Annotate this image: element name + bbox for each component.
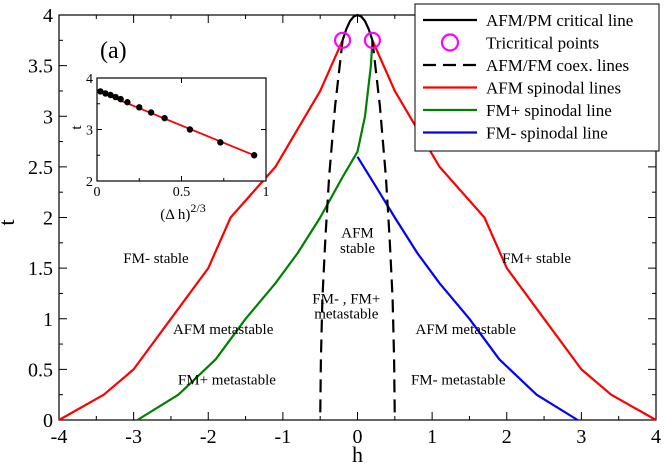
inset-x-tick-label: 0.5 (173, 185, 191, 200)
series-afm-fm-coex-lines-line (319, 40, 344, 421)
inset-x-axis-label-base: (Δ h) (160, 207, 190, 223)
legend-label: FM+ spinodal line (486, 101, 612, 120)
inset-data-point (112, 93, 119, 101)
inset-data-point (217, 139, 224, 146)
inset-y-tick-label: 2 (86, 175, 93, 190)
inset-data-point (97, 88, 104, 95)
legend-label: FM- spinodal line (486, 124, 608, 143)
region-annotation: FM+ metastable (178, 373, 276, 389)
inset-data-point (250, 152, 258, 159)
tricritical-point-marker (333, 31, 352, 49)
tricritical-point-marker (363, 31, 382, 49)
inset-data-point (102, 90, 109, 97)
region-annotation: FM- metastable (411, 373, 506, 389)
inset-fit-line (96, 90, 255, 157)
legend-label: AFM/PM critical line (486, 11, 633, 30)
inset-x-axis-label: (Δ h)2/3 (160, 201, 205, 223)
legend-label: AFM/FM coex. lines (486, 56, 629, 75)
inset-x-axis-label-exponent: 2/3 (190, 201, 205, 215)
inset-y-tick-label: 4 (86, 72, 93, 87)
x-tick-label: 4 (651, 426, 661, 448)
region-annotation: stable (340, 241, 375, 257)
inset-frame (96, 77, 267, 182)
series-fm-spinodal-line-line (136, 40, 374, 421)
series-afm-pm-critical-line-line (341, 13, 374, 41)
region-annotation: AFM metastable (173, 322, 274, 338)
y-tick-label: 4 (43, 5, 53, 27)
inset-data-point (136, 104, 143, 111)
region-annotation: FM- , FM+ (312, 292, 380, 308)
region-annotation: FM+ stable (502, 251, 571, 267)
inset-data-point (147, 109, 155, 116)
inset-x-tick-label: 1 (263, 185, 270, 200)
region-annotation: metastable (314, 307, 378, 323)
x-tick-label: -4 (51, 426, 68, 448)
inset-data-point (186, 126, 194, 133)
inset-data-point (161, 114, 168, 122)
y-tick-label: 2.5 (28, 157, 53, 179)
series-afm-spinodal-lines-line (371, 39, 657, 421)
x-tick-label: -2 (200, 426, 217, 448)
y-tick-label: 0 (43, 410, 53, 432)
series-afm-fm-coex-lines-line (371, 40, 396, 421)
inset-y-tick-label: 3 (86, 124, 93, 139)
inset-y-axis-label: t (69, 125, 85, 130)
inset-data-point (124, 99, 131, 106)
y-tick-label: 0.5 (28, 359, 53, 381)
region-annotation: AFM metastable (416, 322, 517, 338)
inset-x-tick-label: 0 (94, 185, 101, 200)
region-annotation: FM- stable (123, 251, 189, 267)
x-tick-label: 2 (502, 426, 512, 448)
inset-plot: 0 0.5 1 2 3 4 t (Δ h)2/3 (a) (69, 38, 270, 223)
y-tick-label: 1 (43, 309, 53, 331)
y-tick-label: 3 (43, 106, 53, 128)
series-afm-spinodal-lines-line (58, 39, 344, 421)
inset-data-point (107, 91, 114, 99)
y-tick-label: 2 (43, 208, 53, 230)
y-tick-label: 1.5 (28, 258, 53, 280)
region-annotation: AFM (341, 226, 374, 242)
inset-data-point (117, 95, 124, 103)
legend: AFM/PM critical line Tricritical points AF… (414, 3, 660, 152)
legend-marker (440, 33, 460, 52)
x-tick-label: 1 (427, 426, 437, 448)
legend-label: AFM spinodal lines (486, 79, 621, 98)
y-tick-label: 3.5 (28, 56, 53, 78)
x-axis-label: h (352, 442, 363, 467)
x-tick-label: -1 (275, 426, 292, 448)
series-fm-spinodal-line-line (356, 156, 579, 421)
x-tick-label: -3 (125, 426, 142, 448)
legend-box (414, 3, 660, 152)
x-tick-label: 0 (353, 426, 363, 448)
y-axis-label: t (0, 219, 19, 225)
panel-label: (a) (100, 38, 127, 64)
x-tick-label: 3 (576, 426, 586, 448)
main-plot: -4 -3 -2 -1 0 1 2 3 4 0 0.5 1 1.5 2 2.5 3 3.5 4 h t FM- stab… (0, 5, 661, 467)
legend-label: Tricritical points (486, 34, 599, 53)
